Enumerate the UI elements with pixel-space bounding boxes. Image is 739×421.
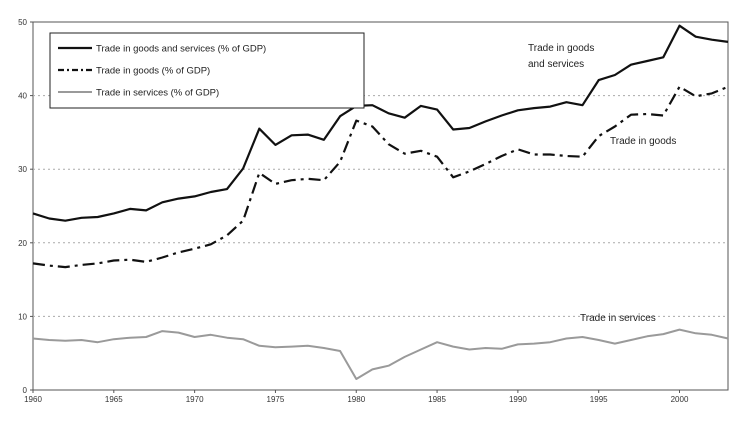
y-tick-label: 0 (23, 386, 28, 395)
annotation-goods-and-services-line2: and services (528, 59, 584, 70)
annotation-services: Trade in services (580, 313, 656, 324)
series-group (32, 24, 729, 380)
grid-group (33, 95, 728, 317)
plot-frame-group (32, 21, 729, 391)
x-tick-label: 2000 (671, 395, 689, 404)
x-tick-label: 1980 (347, 395, 365, 404)
legend-box (49, 32, 365, 109)
series-line-2 (32, 85, 729, 269)
legend-label-3: Trade in services (% of GDP) (96, 88, 219, 99)
x-tick-label: 1960 (24, 395, 42, 404)
y-tick-label: 30 (18, 165, 27, 174)
x-tick-label: 1970 (186, 395, 204, 404)
series-line-3 (32, 328, 729, 380)
legend-label-2: Trade in goods (% of GDP) (96, 66, 210, 77)
series-line-1 (32, 24, 729, 222)
annotation-goods: Trade in goods (610, 136, 676, 147)
y-tick-label: 20 (18, 239, 27, 248)
x-tick-label: 1985 (428, 395, 446, 404)
y-tick-label: 10 (18, 312, 27, 321)
x-tick-label: 1990 (509, 395, 527, 404)
annotation-goods-and-services: Trade in goods (528, 43, 594, 54)
x-tick-label: 1965 (105, 395, 123, 404)
y-tick-label: 40 (18, 92, 27, 101)
x-tick-label: 1975 (267, 395, 285, 404)
legend: Trade in goods and services (% of GDP) Tr… (49, 32, 365, 109)
annotations-group: Trade in goods and services Trade in goods… (528, 43, 676, 324)
ticks-group: 0 10 20 30 40 50 1960 1965 1970 1975 1980 1985 1990 1… (18, 18, 689, 404)
legend-label-1: Trade in goods and services (% of GDP) (96, 44, 266, 55)
plot-frame (32, 21, 729, 391)
x-tick-label: 1995 (590, 395, 608, 404)
y-tick-label: 50 (18, 18, 27, 27)
